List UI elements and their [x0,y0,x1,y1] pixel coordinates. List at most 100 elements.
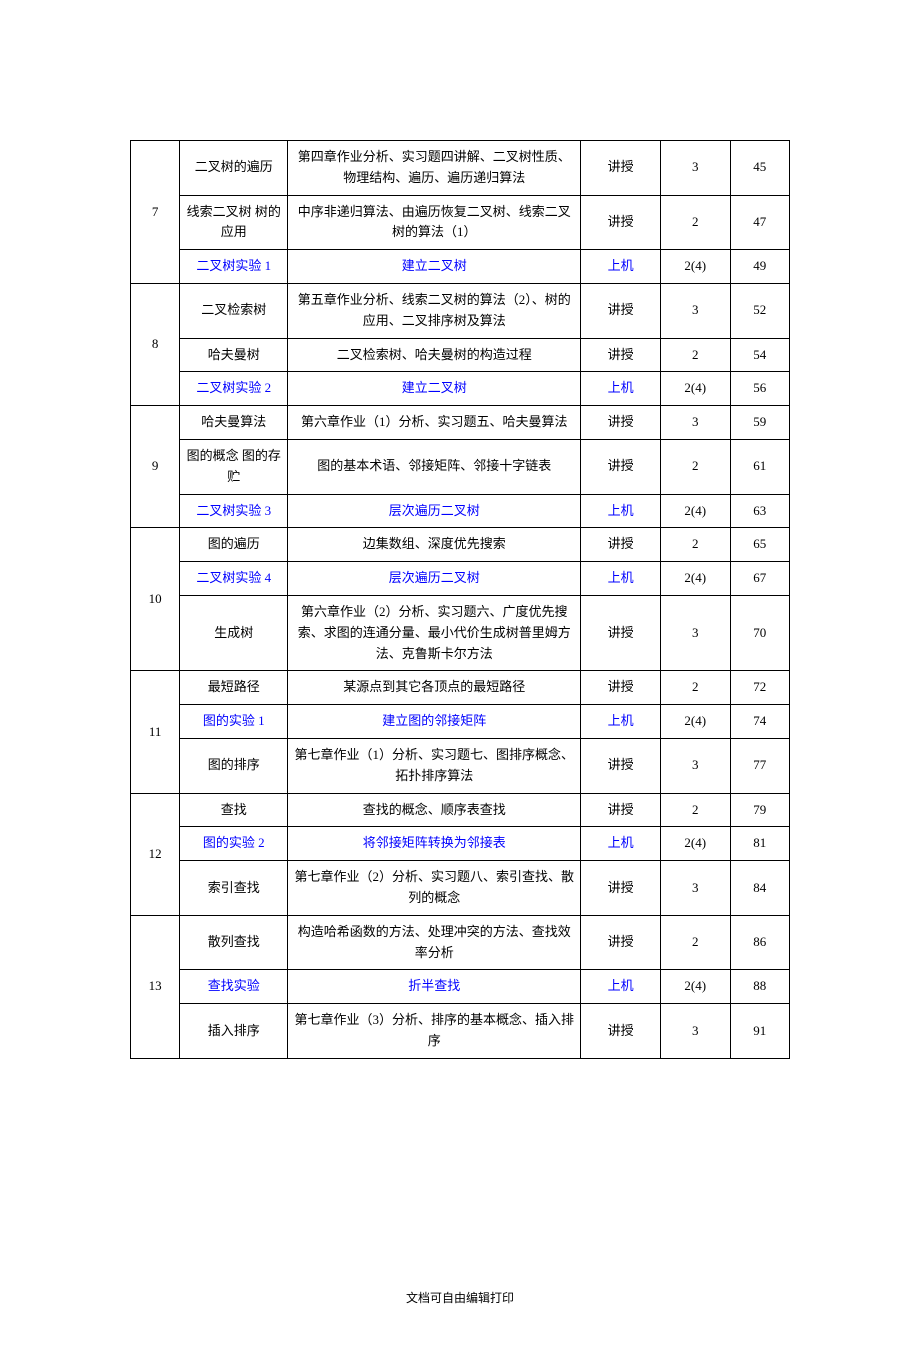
method-cell: 讲授 [581,671,661,705]
table-row: 图的概念 图的存贮图的基本术语、邻接矩阵、邻接十字链表讲授261 [131,439,790,494]
page-container: 7二叉树的遍历第四章作业分析、实习题四讲解、二叉树性质、物理结构、遍历、遍历递归… [0,0,920,1346]
total-cell: 77 [730,738,790,793]
content-cell: 建立图的邻接矩阵 [288,705,581,739]
topic-cell: 二叉树实验 3 [180,494,288,528]
method-cell: 讲授 [581,338,661,372]
topic-cell: 二叉树实验 1 [180,250,288,284]
table-row: 12查找查找的概念、顺序表查找讲授279 [131,793,790,827]
hours-cell: 3 [660,738,730,793]
method-cell: 上机 [581,827,661,861]
total-cell: 47 [730,195,790,250]
total-cell: 52 [730,283,790,338]
hours-cell: 3 [660,141,730,196]
table-row: 二叉树实验 2建立二叉树上机2(4)56 [131,372,790,406]
table-row: 查找实验折半查找上机2(4)88 [131,970,790,1004]
total-cell: 72 [730,671,790,705]
total-cell: 59 [730,406,790,440]
total-cell: 70 [730,595,790,670]
content-cell: 第七章作业（2）分析、实习题八、索引查找、散列的概念 [288,861,581,916]
week-cell: 7 [131,141,180,284]
table-row: 13散列查找构造哈希函数的方法、处理冲突的方法、查找效率分析讲授286 [131,915,790,970]
hours-cell: 2 [660,439,730,494]
table-row: 7二叉树的遍历第四章作业分析、实习题四讲解、二叉树性质、物理结构、遍历、遍历递归… [131,141,790,196]
table-row: 哈夫曼树二叉检索树、哈夫曼树的构造过程讲授254 [131,338,790,372]
total-cell: 67 [730,562,790,596]
week-cell: 12 [131,793,180,915]
method-cell: 讲授 [581,861,661,916]
topic-cell: 二叉树实验 2 [180,372,288,406]
topic-cell: 线索二叉树 树的应用 [180,195,288,250]
topic-cell: 二叉检索树 [180,283,288,338]
table-row: 图的排序第七章作业（1）分析、实习题七、图排序概念、拓扑排序算法讲授377 [131,738,790,793]
method-cell: 上机 [581,250,661,284]
content-cell: 将邻接矩阵转换为邻接表 [288,827,581,861]
method-cell: 讲授 [581,406,661,440]
hours-cell: 2(4) [660,827,730,861]
total-cell: 65 [730,528,790,562]
hours-cell: 2(4) [660,494,730,528]
hours-cell: 2 [660,195,730,250]
content-cell: 第四章作业分析、实习题四讲解、二叉树性质、物理结构、遍历、遍历递归算法 [288,141,581,196]
table-row: 索引查找第七章作业（2）分析、实习题八、索引查找、散列的概念讲授384 [131,861,790,916]
topic-cell: 图的遍历 [180,528,288,562]
table-row: 线索二叉树 树的应用中序非递归算法、由遍历恢复二叉树、线索二叉树的算法（1）讲授… [131,195,790,250]
content-cell: 建立二叉树 [288,250,581,284]
method-cell: 讲授 [581,738,661,793]
total-cell: 81 [730,827,790,861]
total-cell: 54 [730,338,790,372]
footer-text: 文档可自由编辑打印 [130,1289,790,1346]
content-cell: 层次遍历二叉树 [288,494,581,528]
week-cell: 11 [131,671,180,793]
topic-cell: 哈夫曼算法 [180,406,288,440]
table-row: 9哈夫曼算法第六章作业（1）分析、实习题五、哈夫曼算法讲授359 [131,406,790,440]
total-cell: 79 [730,793,790,827]
topic-cell: 最短路径 [180,671,288,705]
topic-cell: 查找 [180,793,288,827]
table-row: 二叉树实验 1建立二叉树上机2(4)49 [131,250,790,284]
hours-cell: 2(4) [660,970,730,1004]
hours-cell: 3 [660,1004,730,1059]
hours-cell: 3 [660,406,730,440]
total-cell: 88 [730,970,790,1004]
content-cell: 构造哈希函数的方法、处理冲突的方法、查找效率分析 [288,915,581,970]
topic-cell: 图的概念 图的存贮 [180,439,288,494]
method-cell: 讲授 [581,915,661,970]
topic-cell: 图的排序 [180,738,288,793]
total-cell: 91 [730,1004,790,1059]
hours-cell: 2(4) [660,372,730,406]
table-row: 图的实验 1建立图的邻接矩阵上机2(4)74 [131,705,790,739]
topic-cell: 哈夫曼树 [180,338,288,372]
method-cell: 讲授 [581,195,661,250]
topic-cell: 生成树 [180,595,288,670]
hours-cell: 3 [660,595,730,670]
hours-cell: 2 [660,338,730,372]
syllabus-table: 7二叉树的遍历第四章作业分析、实习题四讲解、二叉树性质、物理结构、遍历、遍历递归… [130,140,790,1059]
total-cell: 74 [730,705,790,739]
hours-cell: 3 [660,283,730,338]
content-cell: 第七章作业（1）分析、实习题七、图排序概念、拓扑排序算法 [288,738,581,793]
table-row: 8二叉检索树第五章作业分析、线索二叉树的算法（2）、树的应用、二叉排序树及算法讲… [131,283,790,338]
syllabus-tbody: 7二叉树的遍历第四章作业分析、实习题四讲解、二叉树性质、物理结构、遍历、遍历递归… [131,141,790,1059]
method-cell: 讲授 [581,793,661,827]
topic-cell: 查找实验 [180,970,288,1004]
content-cell: 查找的概念、顺序表查找 [288,793,581,827]
content-cell: 层次遍历二叉树 [288,562,581,596]
topic-cell: 索引查找 [180,861,288,916]
content-cell: 某源点到其它各顶点的最短路径 [288,671,581,705]
hours-cell: 2 [660,915,730,970]
table-row: 二叉树实验 3层次遍历二叉树上机2(4)63 [131,494,790,528]
week-cell: 10 [131,528,180,671]
method-cell: 上机 [581,705,661,739]
week-cell: 8 [131,283,180,405]
method-cell: 讲授 [581,439,661,494]
topic-cell: 二叉树实验 4 [180,562,288,596]
table-row: 生成树第六章作业（2）分析、实习题六、广度优先搜索、求图的连通分量、最小代价生成… [131,595,790,670]
topic-cell: 散列查找 [180,915,288,970]
hours-cell: 3 [660,861,730,916]
content-cell: 图的基本术语、邻接矩阵、邻接十字链表 [288,439,581,494]
method-cell: 讲授 [581,595,661,670]
content-cell: 中序非递归算法、由遍历恢复二叉树、线索二叉树的算法（1） [288,195,581,250]
hours-cell: 2(4) [660,562,730,596]
hours-cell: 2 [660,528,730,562]
content-cell: 建立二叉树 [288,372,581,406]
